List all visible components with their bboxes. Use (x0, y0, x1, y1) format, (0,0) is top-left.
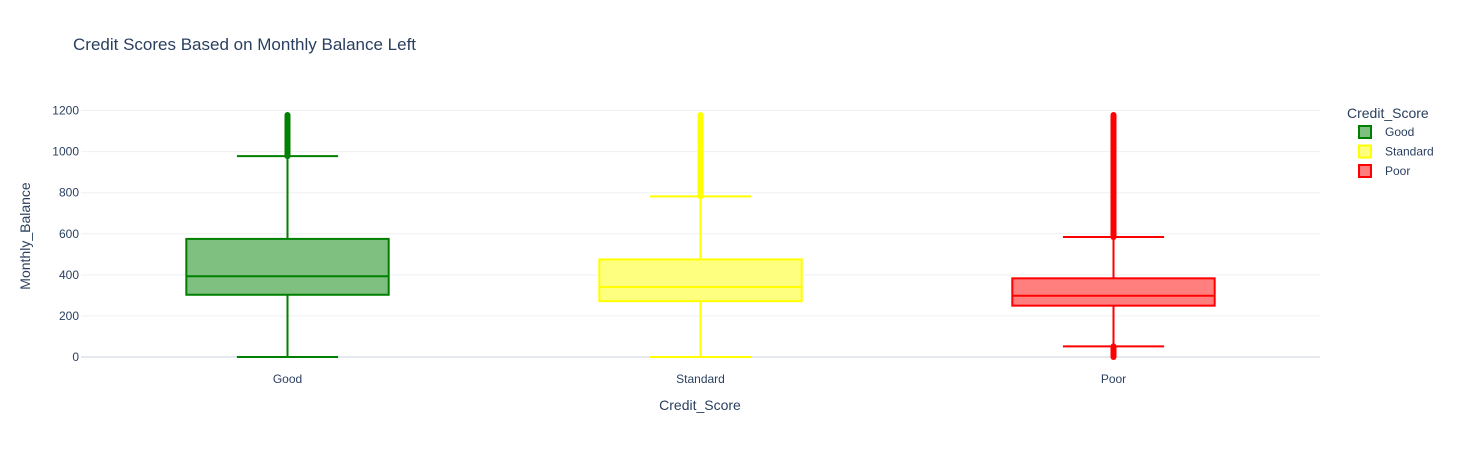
chart-title: Credit Scores Based on Monthly Balance L… (73, 35, 416, 54)
legend-item: Good (1358, 125, 1414, 139)
legend-title: Credit_Score (1347, 105, 1429, 121)
y-tick-label: 1200 (52, 104, 79, 118)
y-tick-label: 800 (59, 186, 79, 200)
box-traces (185, 112, 1216, 360)
y-axis-ticks: 0 200 400 600 800 1000 1200 (52, 104, 79, 364)
box-trace (185, 112, 390, 358)
x-tick-label: Good (273, 372, 302, 386)
y-tick-label: 1000 (52, 145, 79, 159)
box-trace (598, 112, 803, 358)
y-axis-title: Monthly_Balance (17, 182, 33, 290)
legend-swatch (1358, 164, 1372, 178)
x-tick-label: Poor (1101, 372, 1126, 386)
legend: Credit_Score Good Standard Poor (1347, 105, 1434, 178)
legend-item: Poor (1358, 164, 1410, 178)
x-axis-ticks: Good Standard Poor (273, 372, 1126, 386)
x-tick-label: Standard (676, 372, 725, 386)
box-trace (1011, 112, 1216, 360)
legend-label: Standard (1385, 145, 1434, 159)
legend-label: Good (1385, 125, 1414, 139)
x-axis-title: Credit_Score (659, 397, 741, 413)
box-body (185, 237, 390, 296)
legend-label: Poor (1385, 164, 1410, 178)
y-tick-label: 400 (59, 268, 79, 282)
legend-swatch (1358, 125, 1372, 139)
legend-item: Standard (1358, 144, 1434, 159)
y-tick-label: 600 (59, 227, 79, 241)
legend-swatch (1358, 144, 1372, 159)
box-body (598, 258, 803, 303)
box-body (1011, 277, 1216, 307)
y-tick-label: 0 (72, 350, 79, 364)
y-tick-label: 200 (59, 309, 79, 323)
